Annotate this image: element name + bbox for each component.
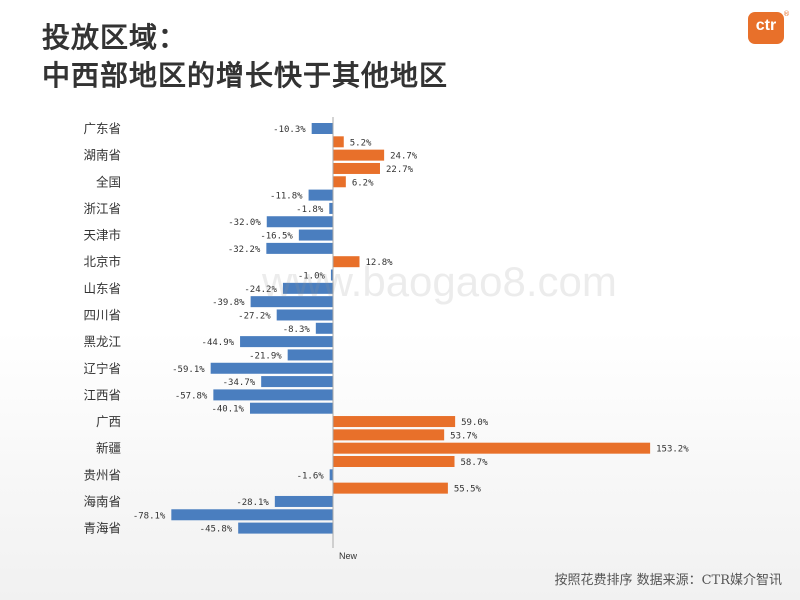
slide-subtitle: 中西部地区的增长快于其他地区 xyxy=(42,59,449,92)
bar xyxy=(274,495,333,507)
category-label: 江西省 xyxy=(83,387,121,402)
watermark: www.baogao8.com xyxy=(262,258,617,305)
bar xyxy=(266,242,333,254)
x-axis-label: New xyxy=(339,551,358,561)
data-label: 22.7% xyxy=(386,165,414,175)
data-label: -34.7% xyxy=(223,378,256,388)
category-label: 辽宁省 xyxy=(83,361,121,376)
data-label: 55.5% xyxy=(454,485,482,495)
bar xyxy=(250,296,333,308)
data-label: -27.2% xyxy=(238,311,271,321)
bar xyxy=(333,416,456,428)
bar xyxy=(333,162,380,174)
logo-text: ctr xyxy=(755,17,777,34)
data-label: -78.1% xyxy=(133,511,166,521)
data-label: -44.9% xyxy=(202,338,235,348)
data-label: 24.7% xyxy=(390,152,418,162)
category-label: 广东省 xyxy=(83,121,121,136)
data-label: 6.2% xyxy=(352,178,374,188)
data-label: -32.0% xyxy=(228,218,261,228)
bar xyxy=(266,216,333,228)
bar xyxy=(210,362,333,374)
data-label: -1.6% xyxy=(297,471,325,481)
data-label: -10.3% xyxy=(273,125,306,135)
bar xyxy=(329,469,333,481)
bar xyxy=(333,429,445,441)
category-label: 天津市 xyxy=(83,228,121,243)
data-label: -32.2% xyxy=(228,245,261,255)
category-label: 新疆 xyxy=(96,441,121,456)
category-label: 贵州省 xyxy=(83,467,121,482)
data-label: 59.0% xyxy=(461,418,489,428)
data-label: 58.7% xyxy=(461,458,489,468)
bar xyxy=(240,336,333,348)
data-label: 12.8% xyxy=(365,258,393,268)
data-label: -8.3% xyxy=(283,325,311,335)
data-label: 5.2% xyxy=(350,138,372,148)
bar xyxy=(311,123,333,134)
bar xyxy=(333,456,455,467)
data-label: -1.8% xyxy=(296,205,324,215)
slide-title: 投放区域： xyxy=(42,21,188,54)
data-label: -39.8% xyxy=(212,298,245,308)
bar xyxy=(315,322,333,334)
data-label: -16.5% xyxy=(260,232,293,242)
bar xyxy=(276,309,333,321)
data-label: -59.1% xyxy=(172,365,205,375)
category-label: 青海省 xyxy=(83,521,121,536)
source-note: 按照花费排序 数据来源：CTR媒介智讯 xyxy=(554,573,782,588)
data-label: 153.2% xyxy=(656,445,689,455)
category-label: 湖南省 xyxy=(83,148,121,163)
bar xyxy=(329,202,333,214)
bar xyxy=(333,442,651,454)
bar xyxy=(249,402,333,414)
category-label: 黑龙江 xyxy=(83,334,121,349)
data-label: -28.1% xyxy=(236,498,269,508)
bar xyxy=(333,136,344,148)
bar xyxy=(261,376,333,388)
category-label: 广西 xyxy=(96,414,121,429)
bar xyxy=(333,149,385,161)
bar xyxy=(330,269,333,281)
data-label: -21.9% xyxy=(249,351,282,361)
category-label: 四川省 xyxy=(83,307,121,322)
data-label: 53.7% xyxy=(450,431,478,441)
data-label: -57.8% xyxy=(175,391,208,401)
bar xyxy=(287,349,333,361)
bar xyxy=(213,389,333,401)
category-label: 北京市 xyxy=(83,254,121,269)
data-label: -45.8% xyxy=(200,525,233,535)
category-label: 海南省 xyxy=(83,494,121,509)
bar xyxy=(333,176,346,188)
data-label: -1.0% xyxy=(298,272,326,282)
bar xyxy=(298,229,333,241)
bar xyxy=(308,189,333,201)
bar xyxy=(238,522,333,534)
data-label: -24.2% xyxy=(244,285,277,295)
bar xyxy=(282,282,333,294)
category-label: 全国 xyxy=(96,174,121,189)
bar xyxy=(333,482,448,494)
category-label: 浙江省 xyxy=(83,201,121,216)
ctr-logo: ctr ® xyxy=(748,10,790,44)
category-label: 山东省 xyxy=(83,281,121,296)
data-label: -11.8% xyxy=(270,192,303,202)
data-label: -40.1% xyxy=(211,405,244,415)
registered-mark: ® xyxy=(783,10,790,18)
bar xyxy=(333,256,360,268)
bar xyxy=(171,509,333,521)
